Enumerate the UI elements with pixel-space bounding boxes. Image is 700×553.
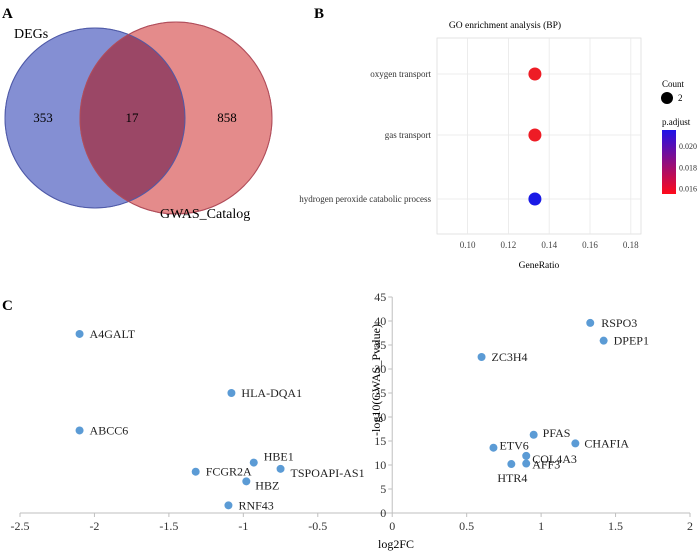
venn-count-degs-only: 353 [33,110,53,125]
legend-padj-colorbar [662,130,676,194]
scatter-point-label: AFF3 [532,458,560,472]
scatter-point [489,443,498,452]
scatter-x-tick-label: -2.5 [11,519,30,533]
scatter-point-label: HBE1 [264,450,294,464]
legend-count-title: Count [662,79,685,89]
scatter-y-tick-label: 30 [374,362,386,376]
scatter-x-tick-labels: -2.5 -2 -1.5 -1 -0.5 0 0.5 1 1.5 2 [11,513,693,533]
scatter-point [227,389,236,397]
go-point [528,192,542,206]
scatter-y-tick-labels: 0 5 10 15 20 25 30 35 40 45 [374,290,393,520]
log2fc-scatter: -2.5 -2 -1.5 -1 -0.5 0 0.5 1 1.5 2 0 5 10 15 20 25 30 35… [11,290,694,551]
scatter-point-label: ETV6 [499,439,528,453]
scatter-x-tick-label: 2 [687,519,693,533]
scatter-point [522,451,531,460]
scatter-point [599,336,608,345]
scatter-point-label: COL4A3 [532,452,577,466]
scatter-point [242,477,251,486]
scatter-point-label: HBZ [255,478,279,492]
scatter-y-tick-label: 15 [374,434,386,448]
scatter-point [75,329,84,338]
scatter-x-tick-label: 0 [389,519,395,533]
go-term-label: gas transport [385,130,432,140]
go-term-label: hydrogen peroxide catabolic process [299,194,431,204]
go-chart-title: GO enrichment analysis (BP) [449,20,561,31]
scatter-y-tick-label: 0 [380,506,386,520]
go-x-tick-label: 0.10 [460,240,476,250]
legend-padj-title: p.adjust [662,117,691,127]
legend-padj-ticks: 0.020 0.018 0.016 [676,142,697,194]
scatter-x-tick-label: -2 [89,519,99,533]
scatter-point-label: A4GALT [90,327,136,341]
scatter-point [477,353,486,361]
panel-label-c: C [2,298,13,314]
scatter-point-label: RSPO3 [601,316,637,330]
venn-overlap [80,28,185,208]
scatter-y-tick-label: 40 [374,314,386,328]
scatter-point-label: HTR4 [497,471,527,485]
panel-label-a: A [2,6,13,22]
venn-diagram: DEGs GWAS_Catalog 353 17 858 [4,21,273,222]
scatter-x-tick-label: 0.5 [459,519,474,533]
scatter-point [507,460,516,469]
scatter-point-label: PFAS [543,426,571,440]
go-x-tick-labels: 0.10 0.12 0.14 0.16 0.18 [460,240,639,250]
scatter-point-label: FCGR2A [206,465,252,479]
padj-tick-label: 0.016 [679,185,697,194]
scatter-point [249,458,258,467]
scatter-y-tick-label: 25 [374,386,386,400]
go-x-axis-label: GeneRatio [519,261,560,271]
venn-label-gwas: GWAS_Catalog [160,207,250,222]
scatter-y-tick-label: 20 [374,410,386,424]
padj-tick-label: 0.018 [679,163,697,172]
scatter-points: A4GALT HLA-DQA1 ABCC6 HBE1 FCGR2A TSPOAPI-AS1… [75,316,649,512]
scatter-point-label: TSPOAPI-AS1 [291,466,365,480]
venn-label-degs: DEGs [14,27,48,42]
padj-tick-label: 0.020 [679,142,697,151]
scatter-point [191,467,200,476]
scatter-point-label: DPEP1 [614,334,649,348]
scatter-point [75,426,84,435]
venn-count-intersection: 17 [126,110,140,125]
panel-label-b: B [314,6,324,22]
scatter-x-tick-label: -1 [238,519,248,533]
go-term-labels: oxygen transport gas transport hydrogen pe… [299,69,431,204]
go-term-label: oxygen transport [370,69,431,79]
scatter-axes [20,297,690,514]
scatter-point-label: ABCC6 [90,423,129,437]
scatter-point-label: RNF43 [238,498,273,512]
scatter-x-tick-label: -0.5 [308,519,327,533]
legend-count-dot [661,92,673,104]
scatter-x-tick-label: -1.5 [159,519,178,533]
scatter-y-axis-label: -log10(GWAS_Pvalue) [369,324,383,436]
go-points [528,67,542,206]
scatter-point [586,318,595,327]
go-dotplot: GO enrichment analysis (BP) oxygen trans… [299,20,697,271]
scatter-point [522,459,531,468]
go-x-tick-label: 0.18 [623,240,639,250]
scatter-x-tick-label: 1 [538,519,544,533]
scatter-point [529,430,538,439]
scatter-point-label: ZC3H4 [492,350,528,364]
scatter-y-tick-label: 45 [374,290,386,304]
scatter-y-tick-label: 10 [374,458,386,472]
go-x-tick-label: 0.12 [501,240,517,250]
scatter-x-axis-label: log2FC [378,537,414,551]
scatter-x-tick-label: 1.5 [608,519,623,533]
scatter-point [276,464,285,473]
scatter-y-tick-label: 35 [374,338,386,352]
go-point [528,67,542,81]
scatter-point [571,439,580,448]
scatter-point [224,501,233,510]
scatter-point-label: CHAFIA [584,436,629,450]
legend-count-value: 2 [678,93,683,103]
go-x-tick-label: 0.16 [582,240,598,250]
go-point [528,128,542,142]
go-x-tick-label: 0.14 [541,240,557,250]
venn-count-gwas-only: 858 [217,110,237,125]
scatter-y-tick-label: 5 [380,482,386,496]
scatter-point-label: HLA-DQA1 [241,386,302,400]
